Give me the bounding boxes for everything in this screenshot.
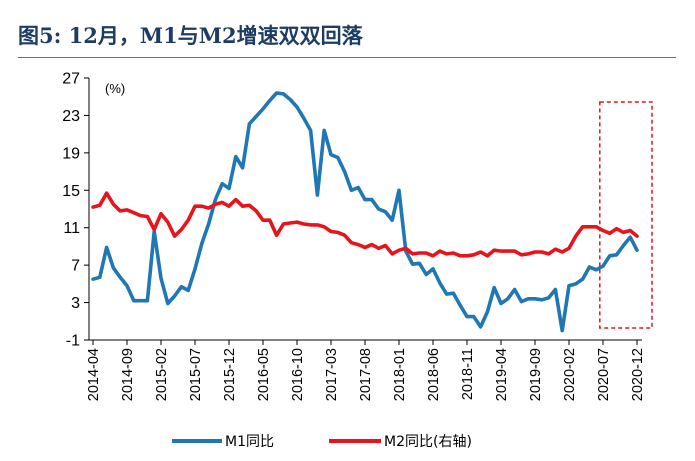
y-tick-label: 23 — [62, 108, 80, 125]
x-tick-label: 2015-07 — [188, 348, 204, 401]
y-tick-label: 27 — [62, 71, 80, 88]
x-tick-label: 2015-02 — [154, 348, 170, 401]
x-tick-label: 2017-08 — [358, 348, 374, 401]
series-line-m1 — [91, 91, 639, 333]
x-tick-label: 2017-03 — [324, 348, 340, 401]
y-tick-label: 19 — [62, 145, 80, 162]
x-tick-label: 2018-01 — [392, 348, 408, 401]
title-divider — [18, 57, 676, 58]
y-tick-label: 3 — [71, 295, 80, 312]
y-tick-label: -1 — [66, 333, 80, 350]
x-tick-label: 2020-12 — [630, 348, 646, 401]
legend: M1同比 M2同比(右轴) — [172, 434, 472, 450]
x-tick-label: 2018-06 — [426, 348, 442, 401]
x-tick-label: 2020-07 — [596, 348, 612, 401]
y-tick-label: 11 — [63, 220, 80, 237]
x-tick-label: 2016-10 — [290, 348, 306, 401]
chart-title: 图5: 12月，M1与M2增速双双回落 — [18, 23, 363, 48]
y-unit-label: (%) — [105, 81, 125, 96]
legend-label-m1: M1同比 — [225, 434, 274, 450]
x-tick-label: 2018-11 — [460, 348, 476, 400]
x-tick-label: 2019-04 — [494, 348, 510, 401]
y-tick-label: 15 — [62, 183, 80, 200]
x-tick-label: 2015-12 — [222, 348, 238, 401]
x-tick-label: 2019-09 — [528, 348, 544, 401]
x-tick-label: 2014-09 — [120, 348, 136, 401]
series-line-m2 — [91, 191, 639, 258]
x-tick-label: 2016-05 — [256, 348, 272, 401]
x-tick-label: 2020-02 — [562, 348, 578, 401]
legend-label-m2: M2同比(右轴) — [384, 434, 472, 450]
x-tick-label: 2014-04 — [86, 348, 102, 401]
highlight-box — [599, 101, 653, 329]
y-tick-label: 7 — [71, 258, 80, 275]
